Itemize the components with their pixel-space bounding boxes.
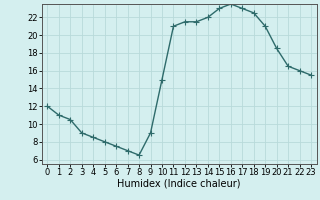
X-axis label: Humidex (Indice chaleur): Humidex (Indice chaleur) xyxy=(117,179,241,189)
